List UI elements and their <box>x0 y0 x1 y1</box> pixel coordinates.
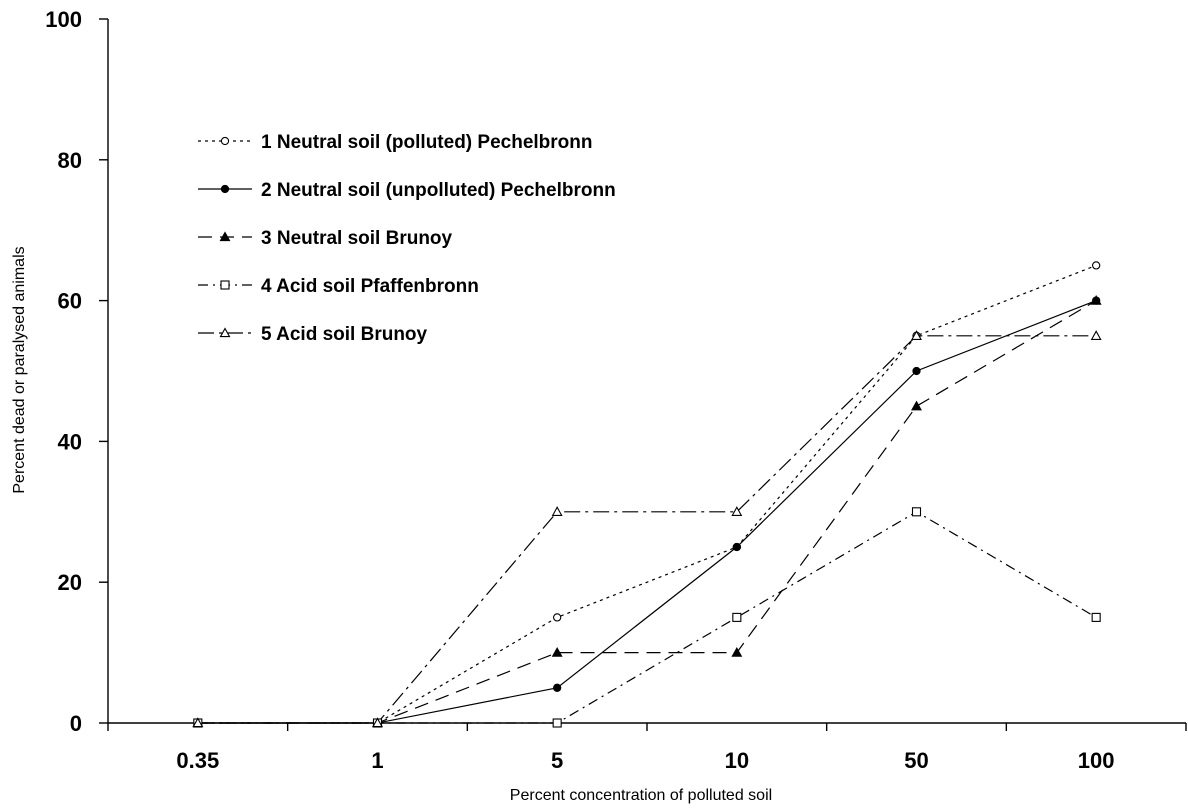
series-line-4 <box>197 511 1097 724</box>
y-tick-label: 80 <box>58 148 82 173</box>
series-1-point <box>553 613 562 622</box>
y-tick-label: 60 <box>58 289 82 314</box>
series-3-point <box>911 400 922 411</box>
legend-item-5: 5 Acid soil Brunoy <box>198 324 428 345</box>
series-2-point <box>732 542 741 552</box>
x-tick-label: 10 <box>725 748 749 773</box>
series-5-point <box>911 330 922 340</box>
series-1-point <box>1092 261 1101 270</box>
y-tick-label: 100 <box>45 7 82 32</box>
x-axis-title: Percent concentration of polluted soil <box>510 787 772 804</box>
x-tick-label: 50 <box>904 748 928 773</box>
legend-item-3: 3 Neutral soil Brunoy <box>198 228 453 249</box>
series-4-point <box>732 612 742 622</box>
series-2-point <box>912 366 921 376</box>
series-line-2 <box>197 300 1097 724</box>
legend: 1 Neutral soil (polluted) Pechelbronn 2 N… <box>198 132 616 345</box>
series-4-point <box>1091 612 1101 622</box>
x-tick-label: 1 <box>371 748 383 773</box>
legend-item-1: 1 Neutral soil (polluted) Pechelbronn <box>198 132 592 153</box>
y-axis: 0 20 40 60 80 100 <box>45 7 109 736</box>
legend-item-2: 2 Neutral soil (unpolluted) Pechelbronn <box>198 180 616 201</box>
legend-label: 1 Neutral soil (polluted) Pechelbronn <box>261 132 592 153</box>
legend-marker <box>220 280 230 290</box>
legend-marker <box>220 184 230 194</box>
series-5-point <box>551 506 563 516</box>
series-4-point <box>911 507 922 517</box>
y-tick-label: 0 <box>70 711 82 736</box>
series-markers <box>192 261 1102 728</box>
legend-item-4: 4 Acid soil Pfaffenbronn <box>198 276 479 297</box>
y-tick-label: 20 <box>58 570 82 595</box>
series-4-point <box>552 718 562 728</box>
series-lines <box>197 264 1097 724</box>
series-5-point <box>192 717 204 728</box>
legend-marker <box>219 231 231 242</box>
series-2-point <box>553 683 562 692</box>
legend-marker <box>219 327 231 338</box>
legend-marker <box>220 136 230 146</box>
series-5-point <box>372 717 383 728</box>
series-5-point <box>1090 330 1102 340</box>
series-3-point <box>551 646 563 657</box>
legend-label: 2 Neutral soil (unpolluted) Pechelbronn <box>261 180 616 201</box>
x-axis: 0.35 1 5 10 50 100 <box>107 722 1187 773</box>
y-tick-label: 40 <box>58 429 82 454</box>
series-3-point <box>1090 294 1102 305</box>
series-line-3 <box>197 300 1097 724</box>
legend-label: 3 Neutral soil Brunoy <box>261 228 453 249</box>
series-line-5 <box>197 335 1097 724</box>
x-tick-label: 100 <box>1078 748 1115 773</box>
legend-label: 5 Acid soil Brunoy <box>261 324 428 345</box>
legend-label: 4 Acid soil Pfaffenbronn <box>261 276 479 297</box>
series-5-point <box>731 506 743 516</box>
y-axis-title: Percent dead or paralysed animals <box>11 246 28 493</box>
x-tick-label: 0.35 <box>176 748 219 773</box>
series-3-point <box>731 646 743 657</box>
x-tick-label: 5 <box>551 748 563 773</box>
